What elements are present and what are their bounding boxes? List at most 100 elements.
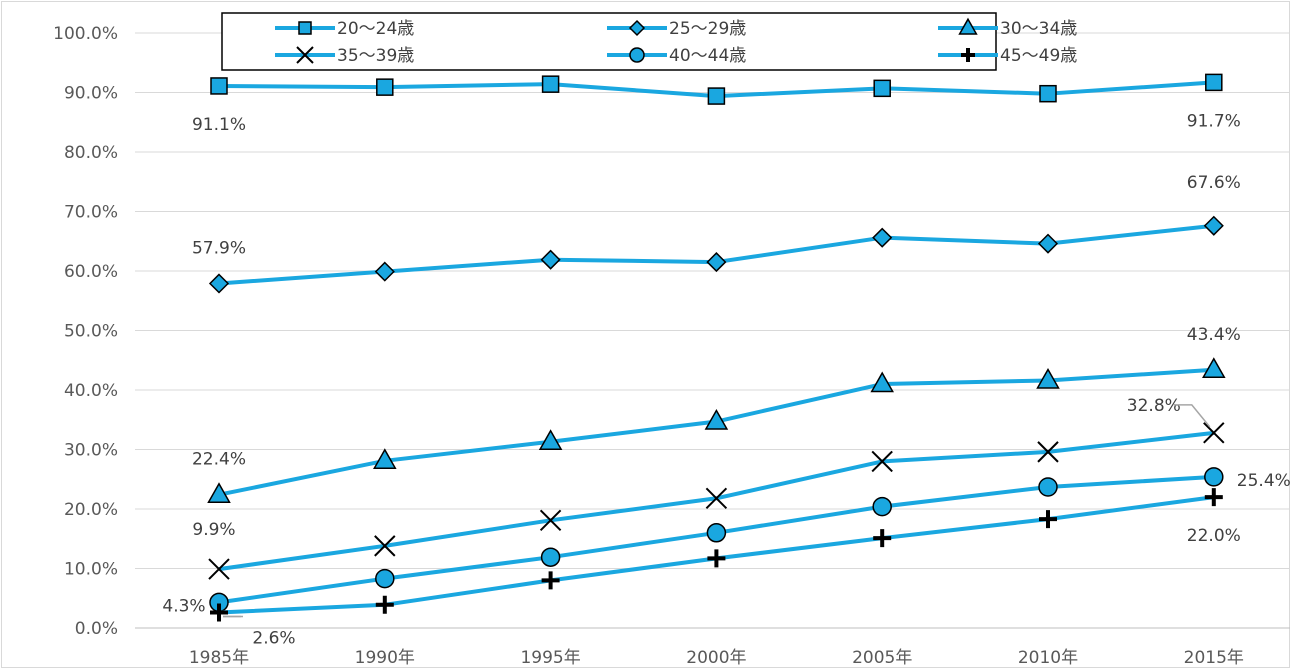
plus-marker <box>1204 488 1223 507</box>
x-tick-label: 2000年 <box>686 648 746 668</box>
x-tick-label: 1990年 <box>355 648 415 668</box>
series-1 <box>210 73 1223 105</box>
square-marker <box>376 78 394 96</box>
diamond-marker <box>1203 215 1224 236</box>
series-5 <box>209 467 1224 613</box>
data-labels: 91.1% 91.7% 57.9% 67.6% 22.4% 43.4% 9.9% 32.8% 4… <box>162 111 1290 648</box>
x-marker <box>296 46 314 64</box>
x-axis-tick-labels: 1985年 1990年 1995年 2000年 2005年 2010年 2015年 <box>189 648 1244 668</box>
diamond-marker <box>706 252 727 273</box>
series-4 <box>208 422 1225 580</box>
data-label: 43.4% <box>1187 325 1241 345</box>
y-tick-label: 90.0% <box>64 84 118 104</box>
x-tick-label: 2015年 <box>1184 648 1244 668</box>
x-tick-label: 1995年 <box>520 648 580 668</box>
square-marker <box>707 87 726 105</box>
square-marker <box>541 75 560 93</box>
legend-item: 25～29歳 <box>607 19 746 39</box>
y-tick-label: 60.0% <box>64 262 118 282</box>
plus-marker <box>210 603 228 622</box>
x-tick-label: 2005年 <box>852 648 912 668</box>
square-marker <box>873 79 891 98</box>
plus-marker <box>873 529 892 548</box>
data-label: 2.6% <box>252 629 295 649</box>
plus-marker <box>541 571 560 590</box>
data-label: 91.1% <box>192 115 246 135</box>
legend-label: 20～24歳 <box>337 19 414 39</box>
diamond-marker <box>628 19 646 37</box>
plus-marker <box>961 48 975 62</box>
series-line <box>218 430 1215 572</box>
data-label: 25.4% <box>1237 471 1291 491</box>
y-tick-label: 20.0% <box>64 500 118 520</box>
plus-marker <box>1039 510 1057 529</box>
legend-label: 35～39歳 <box>337 46 414 66</box>
y-tick-label: 50.0% <box>64 322 118 342</box>
plus-marker <box>375 595 394 614</box>
data-label: 67.6% <box>1187 173 1241 193</box>
y-tick-label: 0.0% <box>75 619 118 639</box>
y-tick-label: 10.0% <box>64 560 118 580</box>
legend-label: 40～44歳 <box>669 46 746 66</box>
data-label: 91.7% <box>1187 111 1241 131</box>
circle-marker <box>1038 477 1058 497</box>
triangle-marker <box>704 409 729 430</box>
square-marker <box>298 21 312 35</box>
legend: 20～24歳 25～29歳 30～34歳 35～39歳 40～44歳 45～49歳 <box>221 12 1077 71</box>
legend-label: 25～29歳 <box>669 19 746 39</box>
legend-label: 30～34歳 <box>1000 19 1077 39</box>
x-tick-label: 2010年 <box>1018 648 1078 668</box>
legend-item: 40～44歳 <box>607 46 746 66</box>
y-tick-label: 80.0% <box>64 143 118 163</box>
x-marker <box>871 450 893 473</box>
series-2 <box>208 215 1224 294</box>
circle-marker <box>872 496 892 517</box>
legend-item: 45～49歳 <box>938 46 1077 66</box>
triangle-marker <box>538 429 563 451</box>
data-label: 32.8% <box>1127 396 1181 416</box>
data-label: 22.4% <box>192 450 246 470</box>
circle-marker <box>629 47 645 63</box>
square-marker <box>210 77 228 95</box>
x-marker <box>208 558 230 580</box>
plus-marker <box>707 549 726 568</box>
data-label: 9.9% <box>192 520 235 540</box>
y-axis-tick-labels: 0.0% 10.0% 20.0% 30.0% 40.0% 50.0% 60.0% 70.0% 8… <box>53 24 118 639</box>
data-label: 4.3% <box>162 596 205 616</box>
triangle-marker <box>1036 367 1060 389</box>
y-tick-label: 30.0% <box>64 441 118 461</box>
circle-marker <box>706 523 727 543</box>
y-tick-label: 40.0% <box>64 381 118 401</box>
legend-item: 35～39歳 <box>275 46 414 66</box>
label-leader-lines <box>223 404 1211 618</box>
x-marker <box>1203 422 1225 444</box>
x-tick-label: 1985年 <box>189 648 249 668</box>
x-marker <box>539 509 562 532</box>
x-marker <box>1037 441 1059 463</box>
series-6 <box>210 488 1223 622</box>
legend-box <box>221 12 997 71</box>
diamond-marker <box>872 227 893 248</box>
diamond-marker <box>208 273 230 294</box>
circle-marker <box>375 568 395 589</box>
square-marker <box>1039 84 1057 103</box>
triangle-marker <box>373 448 397 470</box>
series-line <box>218 367 1214 497</box>
triangle-marker <box>1202 357 1226 379</box>
series-3 <box>207 357 1226 503</box>
triangle-marker <box>958 17 978 35</box>
leader-line <box>1173 404 1211 428</box>
circle-marker <box>1204 467 1224 487</box>
legend-item: 30～34歳 <box>938 17 1077 39</box>
legend-item: 20～24歳 <box>275 19 414 39</box>
y-tick-label: 70.0% <box>64 203 118 223</box>
diamond-marker <box>540 249 561 270</box>
triangle-marker <box>870 371 894 393</box>
legend-label: 45～49歳 <box>1000 46 1077 66</box>
diamond-marker <box>1037 233 1059 254</box>
circle-marker <box>540 547 561 567</box>
square-marker <box>1205 73 1223 92</box>
x-marker <box>705 487 728 509</box>
